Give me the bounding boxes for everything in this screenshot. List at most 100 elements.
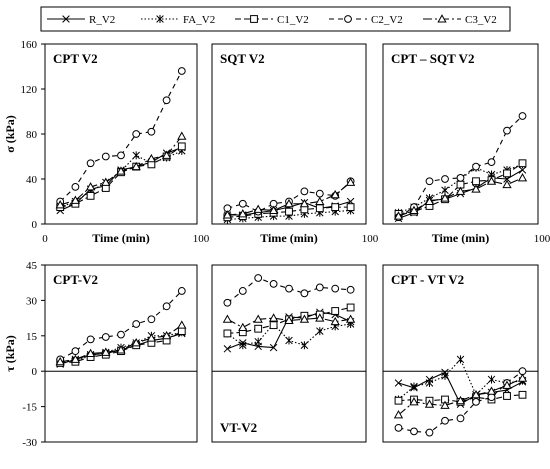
- data-point-c2-v2: [101, 333, 110, 341]
- legend-label-c1-v2: C1_V2: [277, 14, 309, 26]
- series-c3-v2: [55, 131, 187, 209]
- panel-title: CPT V2: [53, 51, 98, 66]
- panel-title: CPT – SQT V2: [391, 51, 474, 66]
- y-axis-label: σ (kPa): [3, 115, 17, 153]
- y-tick-label: 80: [26, 129, 38, 141]
- data-point-r-v2: [223, 345, 232, 353]
- y-tick-label: 0: [32, 219, 38, 231]
- data-point-c3-v2: [315, 313, 325, 322]
- data-point-c2-v2: [441, 416, 449, 425]
- data-point-c3-v2: [502, 179, 512, 189]
- data-point-c2-v2: [487, 393, 496, 402]
- data-point-c3-v2: [424, 399, 435, 408]
- panel-title: VT-V2: [220, 420, 257, 435]
- x-tick-label: 100: [362, 233, 379, 245]
- data-point-c3-v2: [116, 345, 126, 354]
- data-point-r-v2: [518, 166, 527, 174]
- data-point-fa-v2: [425, 379, 434, 387]
- data-point-c3-v2: [299, 198, 310, 208]
- data-point-c3-v2: [440, 193, 450, 202]
- y-tick-label: 160: [21, 39, 38, 51]
- data-point-c1-v2: [394, 396, 403, 405]
- data-point-c3-v2: [253, 314, 263, 323]
- data-point-c3-v2: [330, 189, 340, 199]
- data-point-c1-v2: [269, 321, 278, 330]
- legend-entry-c1-v2: C1_V2: [235, 14, 309, 26]
- legend-label-r-v2: R_V2: [89, 14, 115, 26]
- data-point-c3-v2: [517, 173, 528, 182]
- data-point-c3-v2: [284, 315, 294, 324]
- data-point-fa-v2: [456, 355, 465, 364]
- data-point-c2-v2: [71, 182, 80, 191]
- legend-label-fa-v2: FA_V2: [183, 14, 215, 26]
- y-tick-label: 30: [26, 295, 38, 307]
- data-point-c2-v2: [425, 428, 434, 437]
- data-point-c3-v2: [70, 195, 81, 204]
- x-axis-label: Time (min): [260, 231, 317, 245]
- data-point-c2-v2: [101, 152, 110, 161]
- data-point-c1-v2: [285, 207, 293, 216]
- data-point-c3-v2: [177, 320, 187, 329]
- series-line-c3-v2: [60, 324, 183, 363]
- data-point-c2-v2: [331, 284, 340, 293]
- legend-label-c2-v2: C2_V2: [371, 14, 403, 26]
- x-axis-label: Time (min): [92, 231, 149, 245]
- data-point-c1-v2: [346, 303, 355, 312]
- data-point-c1-v2: [315, 204, 324, 213]
- data-point-c3-v2: [146, 153, 157, 163]
- x-tick-label: 100: [534, 233, 550, 245]
- data-point-c3-v2: [268, 205, 279, 214]
- series-c3-v2: [393, 373, 528, 419]
- data-point-c1-v2: [254, 324, 263, 333]
- data-point-c3-v2: [177, 131, 187, 140]
- data-point-c3-v2: [455, 186, 466, 195]
- legend-marker-c3-v2: [437, 14, 447, 23]
- data-point-c3-v2: [345, 177, 356, 186]
- data-point-c2-v2: [315, 283, 324, 292]
- legend: R_V2 FA_V2 C1_V2 C2_V2 C3_V2: [40, 6, 511, 32]
- data-point-c3-v2: [238, 322, 248, 332]
- data-point-fa-v2: [132, 151, 140, 160]
- data-point-c1-v2: [177, 327, 186, 335]
- data-point-c3-v2: [409, 205, 419, 214]
- data-point-c2-v2: [238, 199, 247, 208]
- series-line-c1-v2: [398, 162, 523, 215]
- plot-frame: [382, 43, 539, 225]
- y-tick-label: 120: [21, 84, 38, 96]
- data-point-c2-v2: [487, 158, 496, 167]
- data-point-c2-v2: [394, 423, 403, 432]
- data-point-c3-v2: [424, 196, 435, 205]
- data-point-c3-v2: [517, 373, 528, 382]
- plot-frame: [211, 43, 367, 225]
- data-point-c3-v2: [101, 347, 111, 356]
- data-point-c2-v2: [285, 284, 293, 293]
- data-point-c1-v2: [223, 329, 232, 338]
- plot-frame: [44, 43, 198, 225]
- data-point-c2-v2: [472, 397, 480, 406]
- legend-marker-r-v2: [62, 15, 70, 23]
- data-point-fa-v2: [441, 186, 449, 195]
- data-point-c2-v2: [238, 287, 247, 295]
- data-point-r-v2: [394, 379, 403, 387]
- series-line-fa-v2: [398, 358, 523, 400]
- data-point-c3-v2: [131, 338, 141, 347]
- data-point-c2-v2: [147, 127, 156, 136]
- data-point-c3-v2: [486, 386, 497, 395]
- data-point-c2-v2: [162, 302, 171, 311]
- series-c2-v2: [394, 367, 527, 437]
- legend-marker-fa-v2: [156, 15, 164, 23]
- data-point-c2-v2: [518, 112, 527, 120]
- y-axis-label: τ (kPa): [3, 335, 17, 372]
- data-point-c3-v2: [146, 333, 157, 342]
- y-tick-label: 45: [26, 260, 38, 272]
- series-line-c2-v2: [59, 70, 183, 202]
- series-line-c1-v2: [60, 330, 183, 364]
- data-point-fa-v2: [441, 371, 449, 380]
- panels: 0 40 80 120 160 0 100 Time (min) σ (kPa) CPT V2 10…: [3, 39, 550, 449]
- data-point-c3-v2: [131, 161, 141, 171]
- series-line-c3-v2: [227, 317, 351, 329]
- plot-frame: [44, 264, 198, 443]
- x-axis-label: Time (min): [432, 231, 489, 245]
- data-point-c2-v2: [410, 427, 418, 436]
